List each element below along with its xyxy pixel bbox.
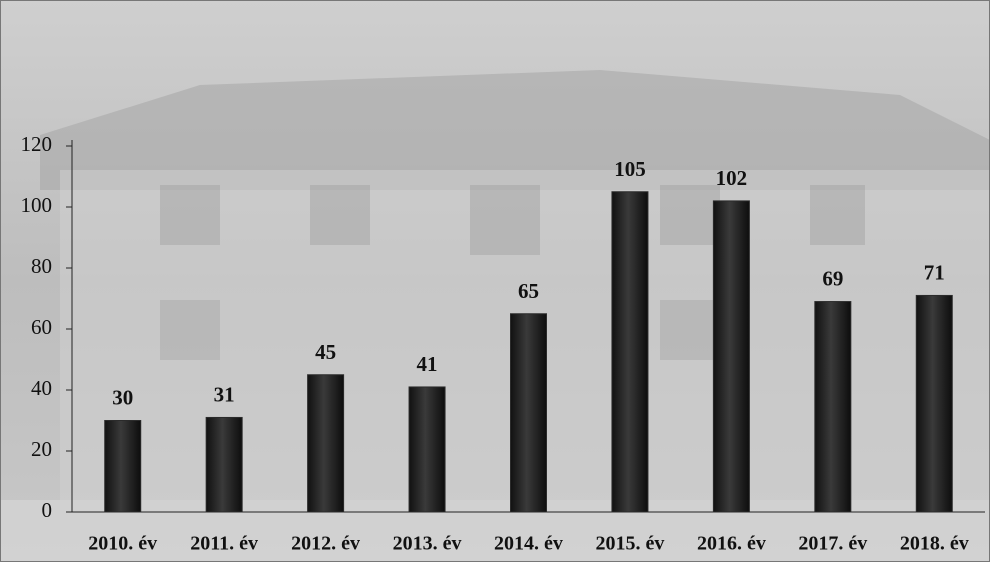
x-tick-label: 2012. év [291, 533, 360, 555]
bar [104, 420, 142, 513]
value-label: 102 [716, 166, 748, 190]
value-label: 71 [924, 260, 945, 284]
x-tick-label: 2010. év [88, 533, 157, 555]
bar [408, 386, 446, 513]
y-tick-label: 0 [42, 498, 53, 522]
x-tick-label: 2017. év [798, 533, 867, 555]
y-tick-label: 100 [21, 193, 53, 217]
x-tick-label: 2016. év [697, 533, 766, 555]
x-tick-label: 2018. év [900, 533, 969, 555]
bar [510, 313, 547, 513]
bar [307, 374, 345, 513]
x-tick-label: 2015. év [595, 533, 664, 555]
y-tick-label: 40 [31, 376, 52, 400]
value-label: 65 [518, 279, 539, 303]
x-tick-label: 2013. év [393, 533, 462, 555]
bar [712, 200, 750, 513]
y-tick-label: 20 [31, 437, 52, 461]
y-tick-label: 80 [31, 254, 52, 278]
bar [814, 301, 852, 513]
x-tick-label: 2014. év [494, 533, 563, 555]
value-label: 105 [614, 157, 646, 181]
value-label: 69 [822, 267, 843, 291]
bar [915, 294, 953, 513]
x-tick-label: 2011. év [190, 533, 258, 555]
value-label: 31 [214, 382, 235, 406]
value-label: 45 [315, 340, 336, 364]
y-tick-label: 120 [21, 132, 53, 156]
bar [611, 191, 649, 513]
y-tick-label: 60 [31, 315, 52, 339]
value-label: 30 [112, 386, 133, 410]
value-label: 41 [417, 352, 438, 376]
bar [205, 416, 243, 513]
